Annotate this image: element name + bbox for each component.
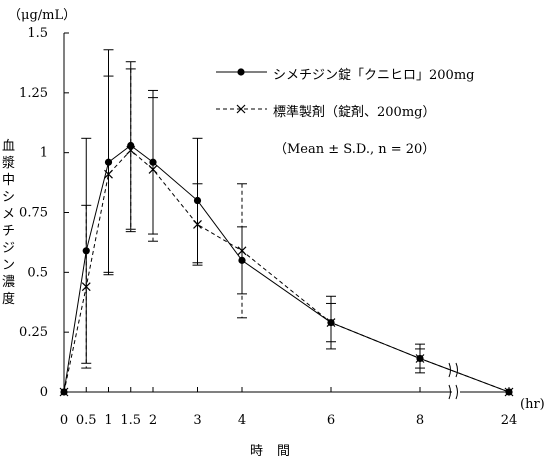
y-tick-label: 1	[40, 146, 48, 161]
x-tick-label: 4	[238, 413, 246, 428]
data-point-reference	[59, 387, 69, 397]
x-tick-label: 0.5	[76, 413, 97, 428]
y-tick-label: 0.25	[19, 325, 48, 340]
y-tick-label: 0.75	[19, 206, 48, 221]
legend-label-test: シメチジン錠「クニヒロ」200mg	[273, 68, 475, 83]
data-point-reference	[237, 246, 247, 256]
x-tick-label: 3	[193, 413, 201, 428]
x-axis-label: 時間	[250, 444, 305, 459]
x-tick-label: 24	[501, 413, 518, 428]
x-tick-label: 2	[149, 413, 157, 428]
data-point-reference	[126, 145, 136, 155]
y-axis-label: 血漿中シメチジン濃度	[2, 139, 16, 307]
y-tick-label: 0.5	[27, 265, 48, 280]
curve-break-mark	[455, 362, 458, 378]
y-tick-label: 1.5	[27, 26, 48, 41]
x-tick-label: 1	[104, 413, 112, 428]
y-tick-label: 0	[40, 385, 48, 400]
y-tick-label: 1.25	[19, 86, 48, 101]
stat-note: （Mean ± S.D., n = 20）	[274, 142, 436, 157]
x-tick-label: 6	[327, 413, 335, 428]
data-point-reference	[81, 282, 91, 292]
data-point-reference	[504, 387, 514, 397]
x-tick-label: 1.5	[120, 413, 141, 428]
legend-marker-test	[237, 68, 245, 76]
x-tick-label: 0	[60, 413, 68, 428]
series-line-1	[63, 149, 510, 393]
legend-marker-reference	[236, 104, 246, 114]
legend-label-reference: 標準製剤（錠剤、200mg）	[273, 105, 436, 120]
axis-break-mark	[448, 384, 451, 400]
data-point-test	[238, 256, 246, 264]
data-point-reference	[193, 220, 202, 229]
y-axis-unit: （μg/mL）	[8, 8, 77, 23]
data-point-reference	[326, 318, 336, 328]
x-axis-unit: (hr)	[520, 397, 545, 412]
data-point-reference	[415, 354, 425, 363]
data-point-reference	[104, 169, 113, 179]
data-point-test	[127, 141, 135, 150]
axis-break-mark	[455, 384, 458, 400]
x-tick-label: 8	[416, 413, 424, 428]
data-point-reference	[148, 164, 158, 174]
